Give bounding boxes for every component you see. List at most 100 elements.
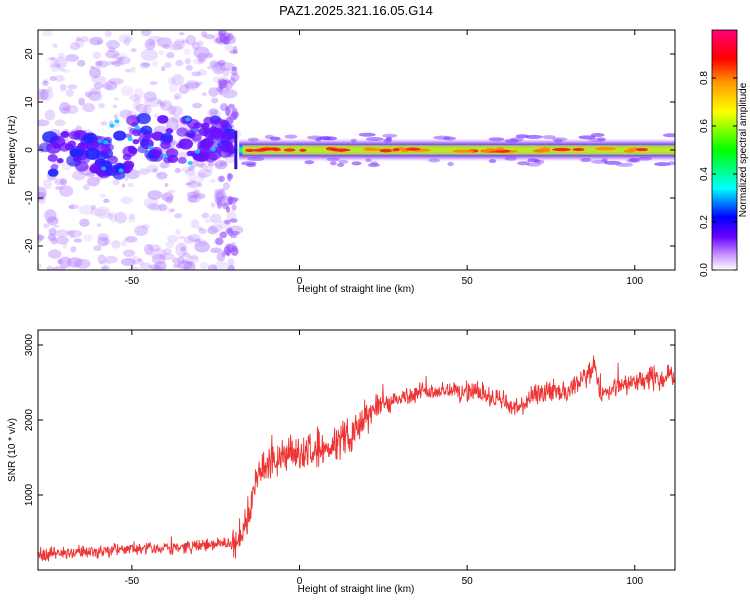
x-tick-label: -50 [125, 276, 140, 287]
stripe-blob [232, 45, 238, 54]
signal-edge [590, 132, 605, 137]
band-blob [221, 142, 235, 152]
signal-edge [590, 159, 608, 164]
noise-blob [174, 38, 185, 46]
band-blob [190, 126, 200, 134]
noise-blob [151, 60, 159, 67]
noise-blob [95, 60, 103, 66]
noise-blob [84, 91, 92, 98]
noise-blob [184, 57, 191, 65]
noise-blob [96, 40, 102, 45]
hot-blob [103, 140, 109, 145]
noise-blob [146, 164, 159, 173]
y-tick-label: 10 [24, 96, 35, 108]
noise-blob [100, 265, 108, 270]
band-blob [72, 155, 82, 163]
signal-edge [638, 156, 652, 161]
noise-blob [114, 211, 128, 224]
hot-blob [114, 119, 120, 124]
noise-blob [103, 238, 112, 245]
stripe-blob [225, 205, 230, 213]
noise-blob [171, 140, 178, 146]
band-blob [140, 125, 153, 135]
stripe-blob [231, 69, 238, 76]
signal-edge [365, 137, 384, 142]
stripe-blob [219, 231, 228, 239]
noise-blob [192, 188, 200, 198]
noise-blob [92, 51, 102, 60]
noise-blob [171, 74, 185, 86]
noise-blob [158, 161, 168, 169]
stripe-blob [218, 31, 224, 39]
stripe-blob [215, 192, 225, 201]
noise-blob [208, 264, 218, 270]
noise-blob [138, 168, 150, 175]
hot-blob [118, 168, 124, 173]
noise-blob [80, 35, 89, 43]
colorbar: 0.0 0.2 0.4 0.6 0.8 Normalized spectral ampl… [699, 29, 749, 277]
noise-blob [137, 258, 142, 262]
band-blob [149, 146, 163, 157]
noise-blob [127, 216, 136, 223]
noise-blob [121, 85, 134, 97]
noise-blob [50, 56, 56, 61]
band-blob [165, 128, 174, 134]
noise-blob [166, 51, 175, 59]
noise-blob [206, 52, 214, 59]
band-blob [193, 122, 202, 129]
noise-blob [175, 59, 184, 67]
noise-blob [38, 263, 42, 269]
band-blob [96, 143, 111, 155]
noise-blob [57, 52, 66, 59]
noise-blob [143, 197, 159, 209]
noise-blob [162, 248, 172, 255]
noise-blob [204, 219, 211, 224]
signal-peak [623, 149, 636, 153]
noise-blob [193, 238, 208, 247]
signal-edge [553, 138, 563, 143]
signal-peak [595, 147, 616, 151]
noise-blob [206, 65, 214, 70]
noise-blob [67, 257, 83, 268]
noise-blob [38, 88, 46, 101]
noise-blob [196, 163, 206, 168]
noise-blob [146, 203, 160, 211]
noise-blob [46, 57, 53, 61]
signal-peak [244, 148, 255, 152]
noise-blob [108, 77, 124, 85]
noise-blob [113, 114, 119, 120]
signal-edge [527, 158, 539, 163]
noise-blob [213, 260, 229, 270]
noise-blob [209, 107, 219, 115]
spectrogram-ylabel: Frequency (Hz) [7, 116, 18, 185]
noise-blob [98, 102, 105, 109]
signal-edge [662, 133, 675, 138]
noise-blob [178, 32, 185, 36]
noise-blob [169, 44, 184, 51]
hot-blob [194, 149, 200, 154]
noise-blob [42, 30, 54, 37]
noise-blob [111, 61, 117, 65]
noise-blob [88, 67, 101, 79]
noise-blob [197, 69, 207, 76]
noise-blob [211, 97, 219, 104]
noise-blob [139, 61, 151, 69]
noise-blob [100, 121, 108, 126]
noise-blob [173, 92, 182, 100]
stripe-blob [230, 230, 240, 236]
figure-title: PAZ1.2025.321.16.05.G14 [279, 3, 433, 18]
noise-blob [133, 88, 144, 100]
noise-blob [42, 80, 48, 84]
noise-blob [197, 58, 205, 64]
band-blob [188, 133, 196, 139]
signal-peak [635, 147, 649, 152]
band-blob [56, 158, 64, 164]
stripe-blob [230, 72, 240, 82]
noise-blob [114, 97, 120, 101]
noise-blob [121, 183, 126, 188]
noise-blob [159, 100, 173, 111]
stripe-blob [227, 173, 234, 180]
band-blob [176, 127, 189, 137]
noise-blob [38, 89, 54, 101]
signal-edge [247, 157, 265, 162]
